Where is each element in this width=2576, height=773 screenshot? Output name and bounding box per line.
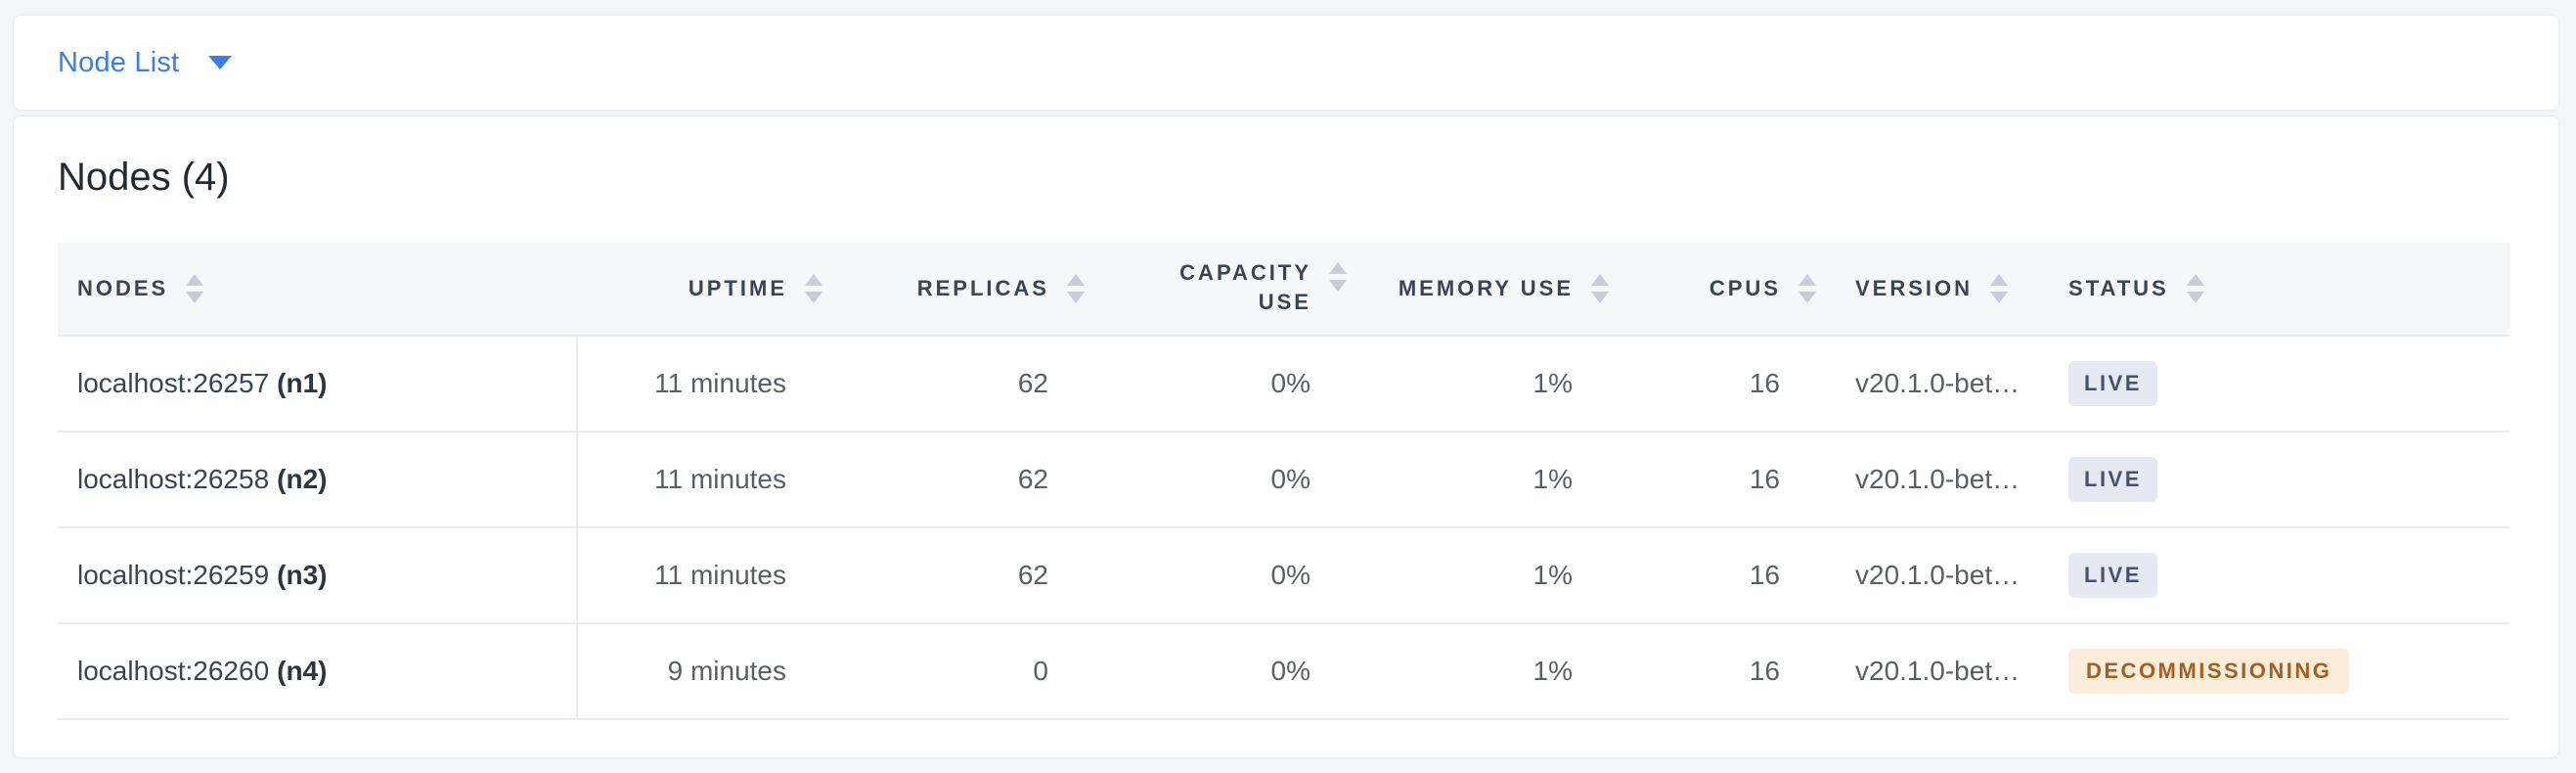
status-badge: LIVE — [2068, 553, 2157, 598]
sort-icon — [1067, 274, 1085, 303]
cell-replicas: 0 — [1033, 656, 1048, 686]
table-row-n1: localhost:26257 (n1) 11 minutes 62 0% 1%… — [58, 337, 2509, 432]
column-header-cpus[interactable]: CPUS — [1609, 243, 1816, 335]
node-id: (n2) — [277, 464, 328, 494]
cell-status: DECOMMISSIONING — [2061, 624, 2509, 718]
cell-cpus: 16 — [1749, 368, 1780, 398]
cell-version: v20.1.0-bet… — [1855, 656, 2021, 686]
node-address: localhost:26257 — [77, 368, 270, 398]
cell-memory-use: 1% — [1532, 464, 1573, 494]
cell-node-address: localhost:26258 (n2) — [58, 432, 578, 526]
status-badge: LIVE — [2068, 457, 2157, 502]
cell-status: LIVE — [2061, 432, 2509, 526]
sort-icon — [186, 274, 204, 303]
cell-cpus: 16 — [1749, 656, 1780, 686]
node-list-dropdown[interactable]: Node List — [58, 46, 233, 79]
table-row-n3: localhost:26259 (n3) 11 minutes 62 0% 1%… — [58, 528, 2509, 624]
cell-version: v20.1.0-bet… — [1855, 368, 2021, 398]
cell-node-address: localhost:26257 (n1) — [58, 337, 578, 431]
sort-icon — [1799, 274, 1816, 303]
column-header-capacity-use[interactable]: CAPACITY USE — [1085, 243, 1347, 335]
status-badge: LIVE — [2068, 361, 2157, 406]
page-title: Nodes (4) — [58, 156, 230, 199]
node-id: (n3) — [277, 560, 328, 590]
sort-icon — [1329, 262, 1347, 292]
cell-cpus: 16 — [1749, 464, 1780, 494]
node-id: (n4) — [277, 656, 328, 686]
cell-capacity-use: 0% — [1270, 368, 1310, 398]
cell-memory-use: 1% — [1532, 656, 1573, 686]
cell-node-address: localhost:26260 (n4) — [58, 624, 578, 718]
cell-uptime: 9 minutes — [667, 656, 786, 686]
sort-icon — [1591, 274, 1609, 303]
node-address: localhost:26260 — [77, 656, 270, 686]
cell-replicas: 62 — [1017, 464, 1048, 494]
cell-memory-use: 1% — [1532, 560, 1573, 590]
table-row-n4: localhost:26260 (n4) 9 minutes 0 0% 1% 1… — [58, 624, 2509, 720]
sort-icon — [2186, 274, 2204, 303]
cell-node-address: localhost:26259 (n3) — [58, 528, 578, 622]
table-header-row: NODES UPTIME REPLICAS CAPACITY USE MEMOR… — [58, 243, 2509, 337]
column-header-nodes[interactable]: NODES — [58, 243, 578, 335]
status-badge: DECOMMISSIONING — [2068, 649, 2350, 694]
sort-icon — [1990, 274, 2009, 303]
cell-memory-use: 1% — [1532, 368, 1573, 398]
nodes-table: NODES UPTIME REPLICAS CAPACITY USE MEMOR… — [58, 243, 2509, 720]
column-header-uptime[interactable]: UPTIME — [578, 243, 822, 335]
cell-capacity-use: 0% — [1270, 656, 1310, 686]
cell-status: LIVE — [2061, 528, 2509, 622]
cell-replicas: 62 — [1017, 368, 1048, 398]
view-selector-bar: Node List — [13, 15, 2559, 111]
column-header-version[interactable]: VERSION — [1816, 243, 2061, 335]
cell-capacity-use: 0% — [1270, 464, 1310, 494]
nodes-panel: Nodes (4) NODES UPTIME REPLICAS CAPACITY… — [13, 115, 2559, 758]
node-address: localhost:26259 — [77, 560, 270, 590]
cell-version: v20.1.0-bet… — [1855, 464, 2021, 494]
cell-replicas: 62 — [1017, 560, 1048, 590]
node-id: (n1) — [277, 368, 328, 398]
cell-status: LIVE — [2061, 337, 2509, 431]
node-address: localhost:26258 — [77, 464, 270, 494]
cell-capacity-use: 0% — [1270, 560, 1310, 590]
cell-uptime: 11 minutes — [654, 368, 786, 398]
cell-uptime: 11 minutes — [654, 560, 786, 590]
column-header-status[interactable]: STATUS — [2061, 243, 2509, 335]
sort-icon — [805, 274, 822, 303]
node-list-dropdown-label: Node List — [58, 46, 180, 78]
chevron-down-icon — [208, 56, 233, 69]
cell-cpus: 16 — [1749, 560, 1780, 590]
table-row-n2: localhost:26258 (n2) 11 minutes 62 0% 1%… — [58, 432, 2509, 528]
cell-version: v20.1.0-bet… — [1855, 560, 2021, 590]
column-header-memory-use[interactable]: MEMORY USE — [1347, 243, 1609, 335]
cell-uptime: 11 minutes — [654, 464, 786, 494]
column-header-replicas[interactable]: REPLICAS — [822, 243, 1085, 335]
